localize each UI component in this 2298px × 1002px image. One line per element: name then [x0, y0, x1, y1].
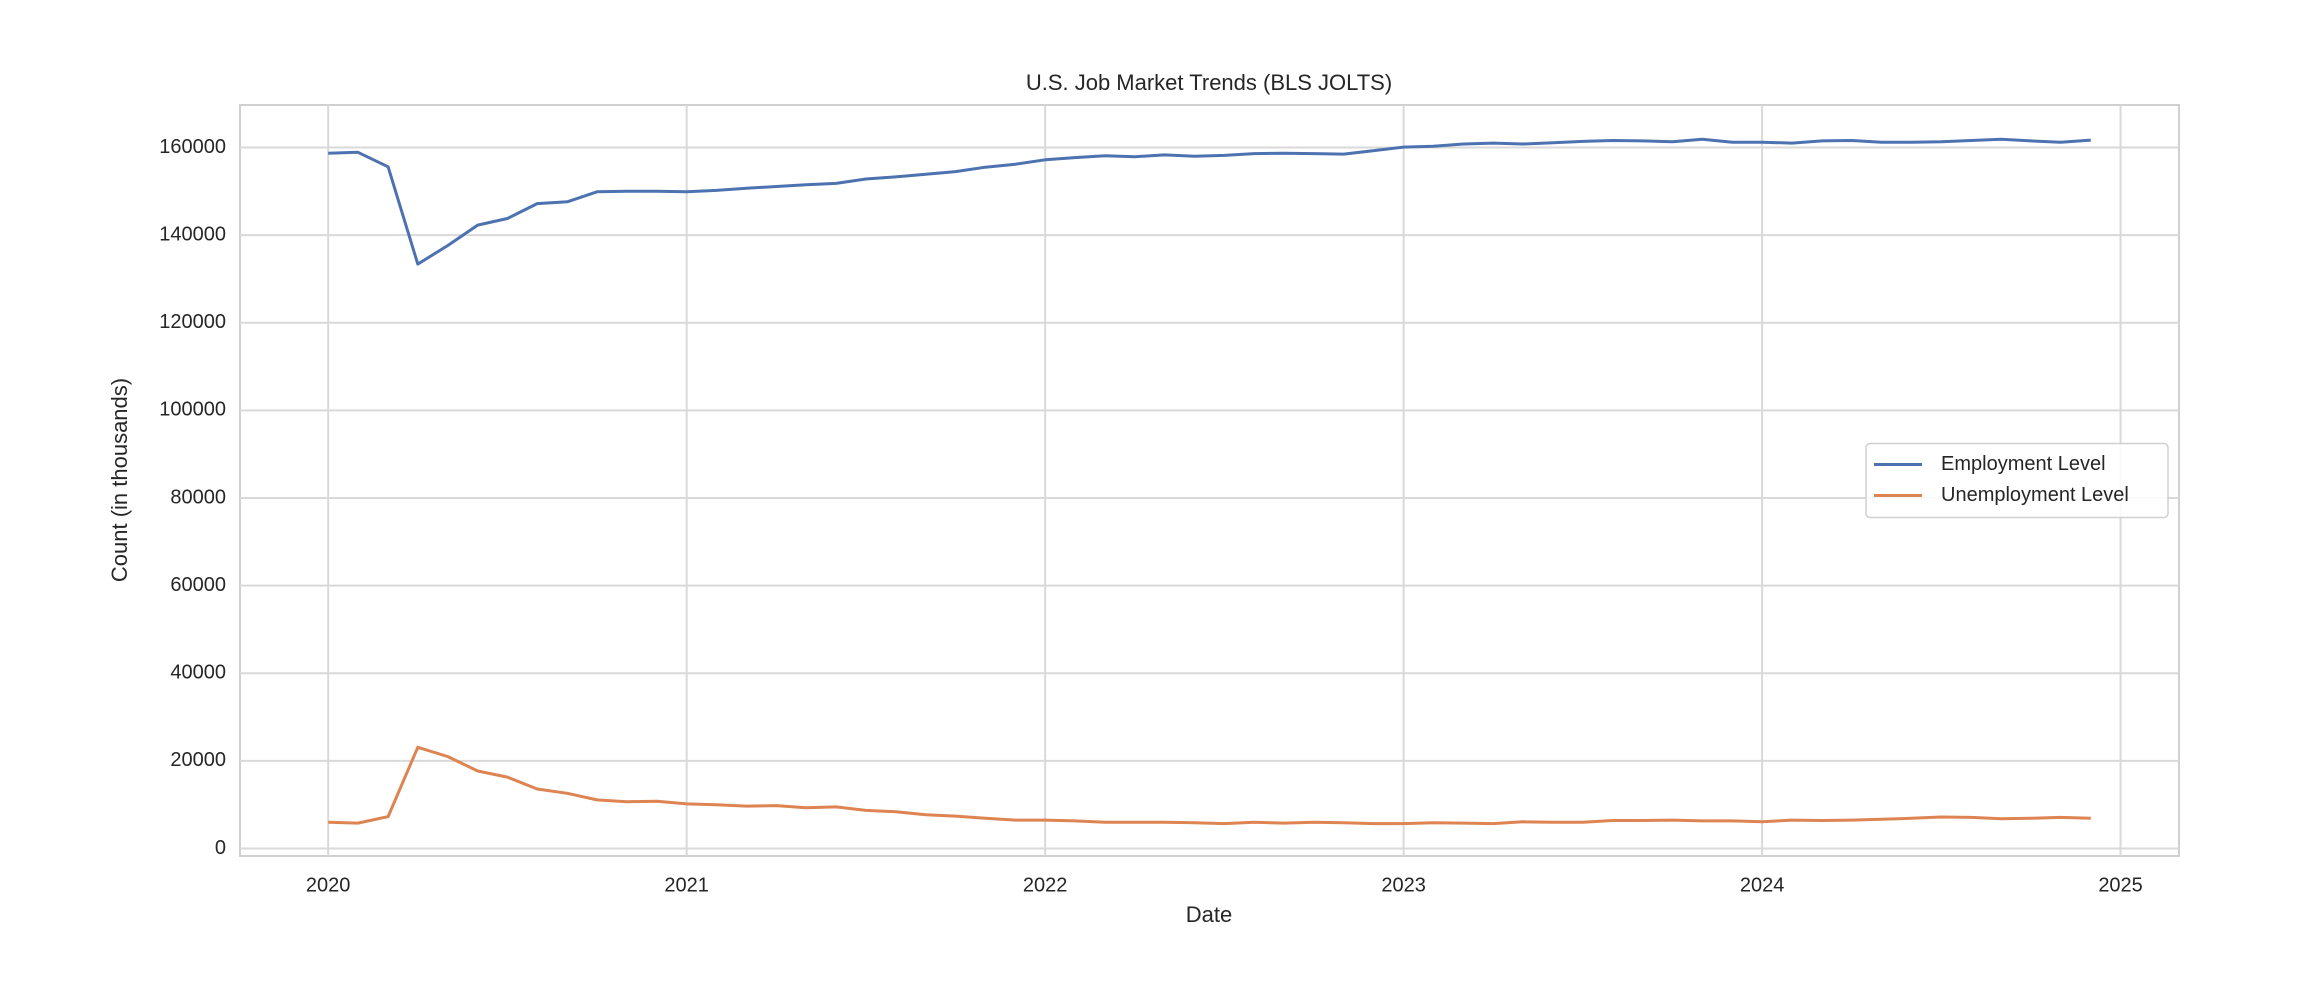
- x-tick-label: 2022: [1023, 874, 1068, 896]
- y-tick-label: 20000: [170, 749, 226, 771]
- legend-box: [1865, 442, 2169, 519]
- y-tick-label: 60000: [170, 574, 226, 596]
- y-tick-label: 80000: [170, 486, 226, 508]
- y-tick-label: 0: [215, 837, 226, 859]
- y-tick-label: 120000: [159, 311, 226, 333]
- plot-area: [239, 104, 2180, 857]
- data-line: [328, 137, 2091, 266]
- data-line: [328, 745, 2091, 826]
- x-axis-label: Date: [1186, 902, 1232, 927]
- y-tick-label: 140000: [159, 223, 226, 245]
- x-tick-label: 2020: [306, 874, 351, 896]
- y-axis-label: Count (in thousands): [107, 378, 132, 582]
- y-tick-label: 40000: [170, 662, 226, 684]
- y-tick-label: 100000: [159, 399, 226, 421]
- x-tick-label: 2021: [664, 874, 709, 896]
- y-tick-label: 160000: [159, 136, 226, 158]
- x-tick-label: 2024: [1740, 874, 1785, 896]
- x-tick-label: 2023: [1381, 874, 1426, 896]
- legend-label: Unemployment Level: [1941, 484, 2129, 506]
- chart-title: U.S. Job Market Trends (BLS JOLTS): [1026, 70, 1392, 95]
- x-tick-label: 2025: [2098, 874, 2143, 896]
- legend-label: Employment Level: [1941, 453, 2106, 475]
